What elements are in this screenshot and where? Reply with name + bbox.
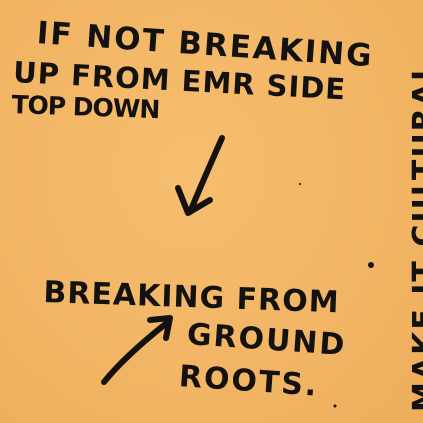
up-right-arrow-icon — [101, 315, 173, 385]
down-arrow-icon — [175, 135, 225, 216]
ink-dots — [299, 183, 374, 408]
